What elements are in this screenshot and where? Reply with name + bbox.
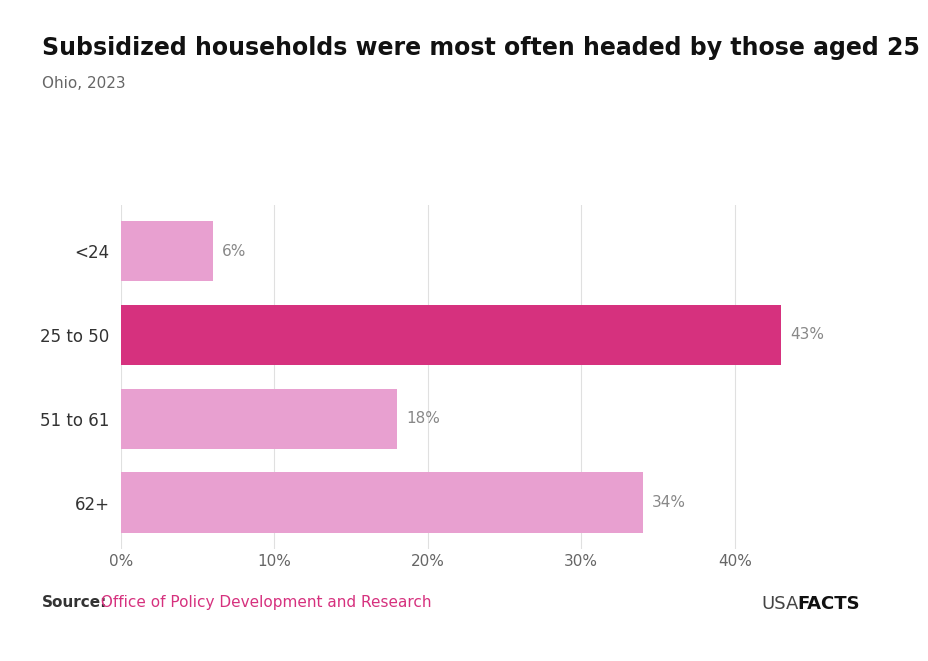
Text: 34%: 34% xyxy=(651,495,685,510)
Bar xyxy=(121,473,642,533)
Bar xyxy=(121,389,396,449)
Text: Subsidized households were most often headed by those aged 25 to 50.: Subsidized households were most often he… xyxy=(42,36,928,60)
Text: 18%: 18% xyxy=(406,411,440,426)
Text: 6%: 6% xyxy=(222,243,246,258)
Text: Office of Policy Development and Research: Office of Policy Development and Researc… xyxy=(96,595,431,610)
Text: FACTS: FACTS xyxy=(796,595,858,613)
Text: Source:: Source: xyxy=(42,595,107,610)
Text: USA: USA xyxy=(761,595,798,613)
Text: 43%: 43% xyxy=(789,327,823,342)
Bar xyxy=(121,221,213,281)
Text: Ohio, 2023: Ohio, 2023 xyxy=(42,76,125,91)
Bar xyxy=(121,305,780,365)
